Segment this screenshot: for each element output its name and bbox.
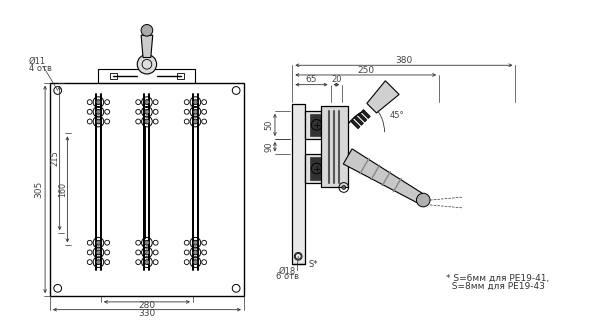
Polygon shape [367, 81, 399, 113]
Circle shape [193, 119, 198, 124]
Text: 65: 65 [306, 75, 317, 84]
Text: 90: 90 [265, 141, 274, 152]
Circle shape [96, 100, 101, 105]
Bar [292, 104, 305, 264]
Circle shape [145, 100, 149, 105]
Circle shape [96, 240, 101, 245]
Circle shape [193, 100, 198, 105]
Circle shape [193, 260, 198, 265]
Circle shape [141, 25, 152, 36]
Text: 215: 215 [50, 150, 59, 166]
Bar [305, 111, 339, 139]
Bar [310, 157, 321, 180]
Text: 330: 330 [138, 309, 156, 318]
Text: * S=6мм для РЕ19-41,: * S=6мм для РЕ19-41, [446, 274, 549, 283]
Polygon shape [361, 109, 370, 119]
Circle shape [145, 109, 149, 114]
Text: 305: 305 [34, 181, 43, 198]
Text: Ø11: Ø11 [29, 57, 46, 66]
Circle shape [193, 240, 198, 245]
Polygon shape [343, 149, 426, 204]
Circle shape [145, 119, 149, 124]
Text: 4 отв: 4 отв [29, 64, 51, 73]
Circle shape [193, 250, 198, 255]
Text: S=8мм для РЕ19-43: S=8мм для РЕ19-43 [446, 282, 545, 291]
Circle shape [145, 250, 149, 255]
Circle shape [145, 240, 149, 245]
Text: S*: S* [309, 260, 318, 268]
Polygon shape [141, 35, 152, 57]
Circle shape [137, 55, 157, 74]
Circle shape [96, 109, 101, 114]
Bar [305, 154, 339, 182]
Text: 280: 280 [138, 301, 156, 310]
Bar [50, 83, 244, 296]
Bar [320, 106, 348, 187]
Circle shape [96, 250, 101, 255]
Text: 380: 380 [395, 56, 412, 65]
Circle shape [417, 193, 430, 207]
Bar [98, 69, 195, 83]
Circle shape [193, 109, 198, 114]
Polygon shape [354, 116, 364, 125]
Polygon shape [358, 113, 367, 122]
Text: 20: 20 [331, 75, 342, 84]
Text: Ø18: Ø18 [279, 266, 296, 276]
Circle shape [145, 260, 149, 265]
Circle shape [96, 119, 101, 124]
Text: 6 отв: 6 отв [276, 272, 299, 281]
Bar [177, 73, 184, 79]
Circle shape [96, 260, 101, 265]
Circle shape [342, 185, 346, 189]
Text: 160: 160 [58, 182, 67, 197]
Polygon shape [351, 120, 360, 129]
Bar [110, 73, 117, 79]
Bar [310, 114, 321, 136]
Text: 50: 50 [265, 120, 274, 130]
Text: 45°: 45° [390, 111, 404, 120]
Text: 250: 250 [357, 66, 375, 75]
